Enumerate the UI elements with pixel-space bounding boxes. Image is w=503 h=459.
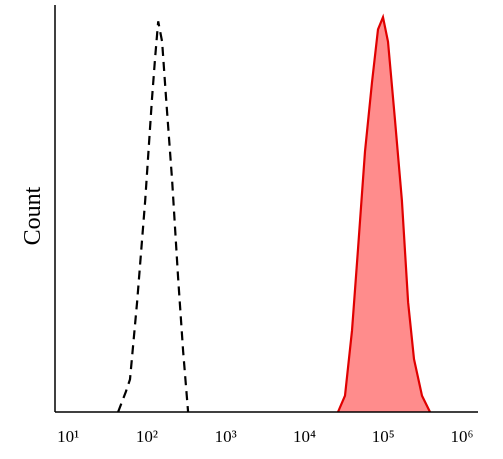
x-tick-label: 10⁶ (450, 427, 473, 446)
x-tick-label: 10¹ (57, 427, 79, 446)
x-tick-label: 10⁴ (293, 427, 316, 446)
x-tick-label: 10² (136, 427, 158, 446)
x-tick-label: 10³ (215, 427, 237, 446)
x-tick-label: 10⁵ (372, 427, 395, 446)
y-axis-label: Count (20, 186, 46, 245)
area (338, 17, 430, 412)
line (336, 13, 431, 413)
line (117, 21, 190, 413)
